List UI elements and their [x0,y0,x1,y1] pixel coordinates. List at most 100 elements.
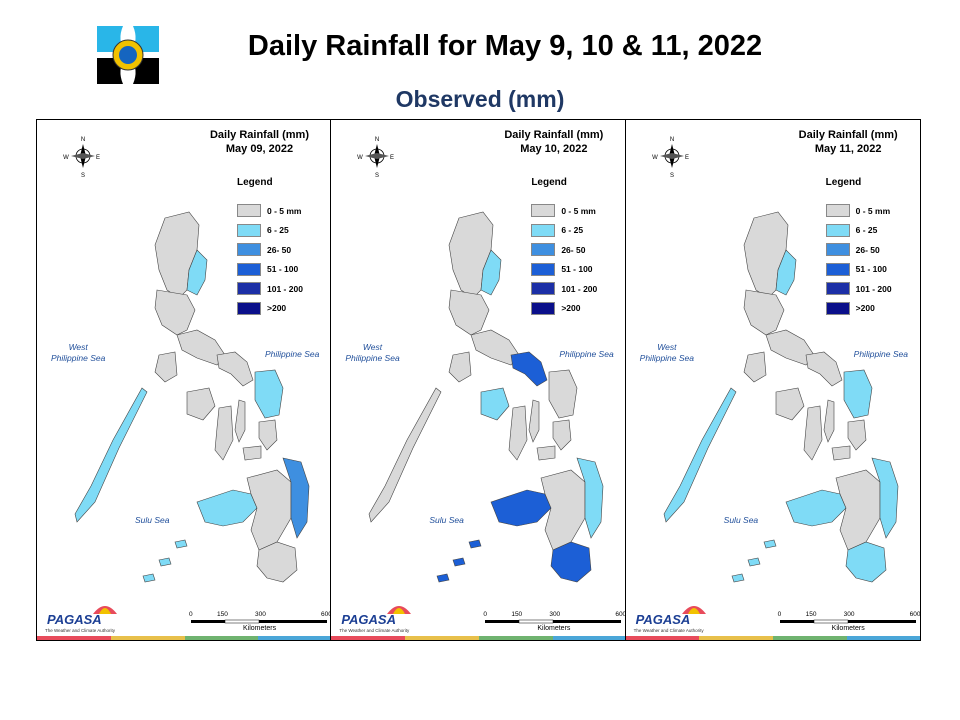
sulu-sea-label: Sulu Sea [429,515,464,525]
region-leyte [258,419,278,451]
legend-item: 101 - 200 [531,279,597,299]
compass-letter: N [81,137,85,143]
philippine-sea-label: Philippine Sea [559,349,614,359]
legend-label: 51 - 100 [855,264,887,275]
compass-letter: W [357,155,363,161]
region-mindanao-e [282,457,310,539]
scale-label: 600 [321,611,332,618]
legend-item: 6 - 25 [237,221,303,241]
legend-label: >200 [267,303,287,314]
region-panay [186,387,216,421]
region-samar [254,369,284,419]
panel-title: Daily Rainfall (mm) May 09, 2022 [187,128,330,156]
panel-title-text: Daily Rainfall (mm) [798,129,898,141]
region-mindanao-w [196,489,258,527]
legend-item: 51 - 100 [237,260,303,280]
color-strip [331,636,625,640]
strip-segment [478,636,553,640]
region-mindoro [154,351,178,383]
scale-unit: Kilometers [537,625,571,632]
legend-label: 51 - 100 [561,264,593,275]
scale-label: 300 [843,611,855,618]
scale-label: 0 [189,611,193,618]
scale-label: 150 [217,611,228,618]
legend-item: 101 - 200 [825,279,892,299]
legend-item: 6 - 25 [825,221,892,241]
legend-label: >200 [561,303,581,314]
legend-label: 6 - 25 [855,225,878,236]
legend-swatch [825,204,850,218]
legend-swatch [237,262,261,276]
region-mindanao-s [551,541,592,583]
panel-title-text: Daily Rainfall (mm) [504,129,604,141]
region-mindanao-s [256,541,298,583]
compass-letter: N [375,137,379,143]
region-mindanao-e [871,457,898,539]
legend: 0 - 5 mm 6 - 25 26- 50 51 - 100 101 - 200 >20… [825,201,892,318]
region-samar [843,369,872,419]
region-mindanao-w [490,489,552,527]
legend-item: 6 - 25 [531,221,597,241]
legend-swatch [825,223,850,237]
legend-swatch [825,282,850,296]
strip-segment [773,636,847,640]
color-strip [37,636,331,640]
legend-label: 0 - 5 mm [267,205,302,216]
map-panels: N S E W Daily Rainfall (mm) May 09, 2022 Legen… [36,119,921,641]
legend-swatch [531,262,556,276]
map-panel-1: N S E W Daily Rainfall (mm) May 09, 2022 Legen… [37,120,332,640]
legend-label: 26- 50 [855,244,880,255]
legend-swatch [531,223,556,237]
region-leyte [553,419,572,451]
map-panel-2: N S E W Daily Rainfall (mm) May 10, 2022 Legen… [331,120,626,640]
scale-label: 150 [511,611,523,618]
region-sulu [436,539,482,583]
legend-label: 26- 50 [267,244,292,255]
compass-letter: E [390,155,394,161]
legend-item: 26- 50 [825,240,892,260]
legend-item: 26- 50 [531,240,597,260]
compass-rose-icon: N S E W [63,137,100,179]
region-cebu [234,399,246,443]
region-bohol [242,445,262,461]
region-negros [509,405,528,461]
legend-label: 101 - 200 [267,283,303,294]
legend-heading: Legend [825,177,862,188]
compass-letter: N [669,137,673,143]
panel-title-text: Daily Rainfall (mm) [209,129,310,141]
region-bohol [536,445,556,461]
region-luzon-c [154,289,196,336]
legend-swatch [825,301,850,315]
compass-letter: W [652,155,658,161]
scale-unit: Kilometers [831,625,865,632]
strip-segment [110,636,185,640]
strip-segment [37,636,111,640]
legend-label: 101 - 200 [561,283,598,294]
legend-swatch [237,282,261,296]
region-negros [803,405,822,461]
legend-swatch [237,223,261,237]
strip-segment [258,636,331,640]
legend-label: 26- 50 [561,244,586,255]
region-luzon-c [743,289,784,336]
pagasa-tagline: The Weather and Climate Authority [45,628,115,633]
legend-item: 0 - 5 mm [237,201,303,221]
region-sulu [731,539,777,583]
legend-swatch [531,243,556,257]
legend-swatch [825,262,850,276]
philippine-sea-label: Philippine Sea [853,349,909,359]
philippines-map: N S E W [357,137,622,624]
strip-segment [625,636,700,640]
legend-item: >200 [237,299,303,319]
region-cagayan [775,249,796,296]
region-sulu [142,539,188,583]
region-cebu [823,399,834,443]
scale-bar [779,619,916,624]
philippine-sea-label: Philippine Sea [265,349,320,359]
legend-item: 0 - 5 mm [825,201,892,221]
west-philippine-sea-label: West Philippine Sea [51,342,106,363]
region-mindoro [743,351,766,383]
compass-rose-icon: N S E W [652,137,689,179]
umbrella-icon [93,606,117,614]
scale-label: 300 [255,611,266,618]
